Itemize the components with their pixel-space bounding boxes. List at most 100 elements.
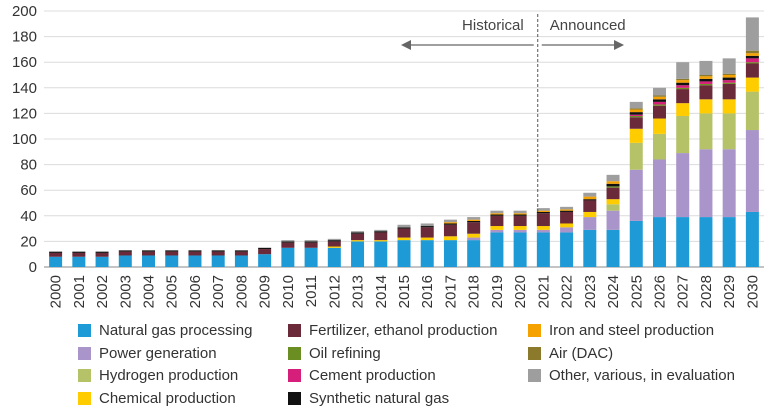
bar-stack [72,251,86,267]
x-tick-label: 2021 [535,275,552,308]
legend-label: Chemical production [99,389,236,407]
bar-segment [467,233,481,238]
bar-segment [676,62,690,79]
bar-segment [397,227,411,229]
bar-segment [165,250,179,252]
bar-segment [397,240,411,267]
legend-item: Natural gas processing [78,322,252,339]
bar-segment [606,204,620,211]
bar-segment [583,196,597,200]
bar-segment [351,232,365,234]
legend-swatch [78,369,91,382]
legend-item: Hydrogen production [78,367,238,384]
bar-segment [420,237,434,241]
y-tick-label: 40 [20,208,37,225]
bar-segment [676,85,690,88]
bar-segment [699,99,713,114]
bar-segment [699,85,713,100]
bar-segment [304,241,318,243]
legend-label: Synthetic natural gas [309,389,450,407]
x-tick-label: 2016 [419,275,436,308]
bar-segment [443,219,457,223]
bar-segment [722,75,736,78]
bar-segment [583,217,597,230]
legend-item: Power generation [78,345,217,362]
bar-segment [745,62,759,64]
bar-segment [490,226,504,230]
bar-segment [560,206,574,210]
bar-segment [652,99,666,102]
bar-segment [165,251,179,256]
y-tick-label: 180 [12,29,37,46]
x-tick-label: 2024 [605,275,622,308]
x-tick-label: 2013 [350,275,367,308]
bar-segment [281,242,295,248]
bar-segment [676,89,690,104]
bar-segment [560,223,574,228]
legend-item: Air (DAC) [528,345,613,362]
legend-swatch [528,346,541,360]
bar-segment [652,96,666,100]
x-tick-label: 2027 [675,275,692,308]
bar-segment [258,247,272,250]
bar-stack [420,223,434,267]
bar-segment [583,192,597,197]
x-tick-label: 2000 [48,275,65,308]
x-tick-label: 2008 [233,275,250,308]
bar-segment [513,229,527,233]
legend: Natural gas processing Power generation Hy… [78,322,768,412]
bar-segment [490,215,504,227]
bar-segment [467,220,481,223]
bar-segment [513,213,527,215]
x-tick-label: 2012 [326,275,343,308]
bar-segment [513,210,527,214]
bar-segment [629,101,643,109]
historical-label: Historical [462,17,524,34]
bar-segment [327,247,341,267]
bar-segment [606,181,620,184]
bar-stack [443,219,457,267]
bar-segment [606,210,620,230]
bar-segment [234,250,248,252]
bar-segment [560,232,574,267]
bar-segment [629,108,643,110]
bar-segment [745,63,759,78]
bar-segment [420,223,434,227]
bar-segment [420,227,434,238]
bar-segment [118,251,132,256]
bar-segment [606,186,620,188]
x-tick-labels: 2000 2001 2002 2003 2004 2005 2006 2007 2008 2009… [48,275,762,308]
bar-segment [188,250,202,252]
legend-item: Iron and steel production [528,322,714,339]
stacked-bar-chart: 0 20 40 60 80 100 120 140 160 180 200 2000 2001 2002… [12,3,764,308]
bar-segment [72,256,86,267]
bar-segment [606,187,620,200]
bar-segment [583,200,597,212]
x-tick-label: 2007 [210,275,227,308]
bar-segment [676,115,690,154]
bar-stack [652,87,666,267]
legend-item: Other, various, in evaluation [528,367,735,384]
bar-segment [443,236,457,241]
x-tick-label: 2004 [141,275,158,308]
y-tick-label: 0 [29,259,37,276]
bar-segment [443,224,457,237]
x-tick-label: 2023 [582,275,599,308]
legend-label: Hydrogen production [99,367,239,384]
bar-segment [745,50,759,54]
bar-stack [676,62,690,267]
x-tick-label: 2022 [559,275,576,308]
legend-label: Fertilizer, ethanol production [309,322,498,339]
bar-segment [629,117,643,129]
bar-segment [304,240,318,242]
bar-segment [676,78,690,81]
bar-segment [699,76,713,79]
y-tick-label: 100 [12,131,37,148]
bar-stack [165,250,179,267]
bar-segment [443,223,457,225]
bar-segment [211,255,225,267]
bar-segment [536,208,550,211]
y-tick-label: 140 [12,80,37,97]
bar-segment [583,229,597,267]
bar-segment [629,128,643,143]
